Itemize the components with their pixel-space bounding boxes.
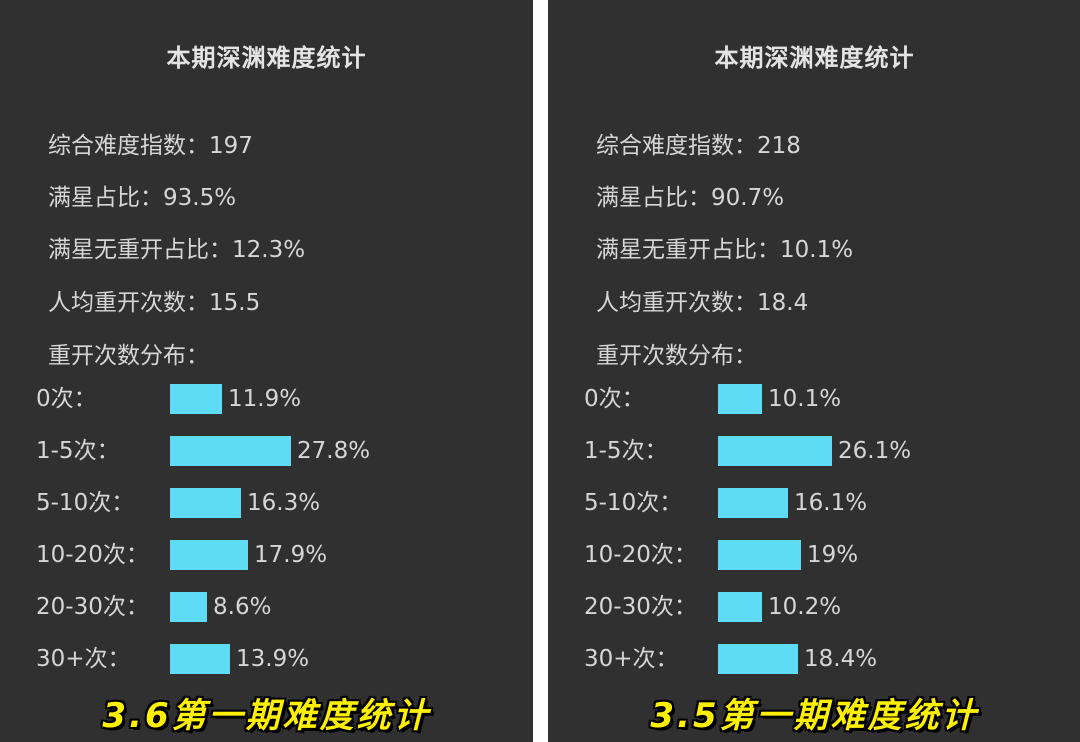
category-label: 20-30次： [36, 594, 149, 620]
distribution-bar [718, 592, 762, 622]
distribution-bar [718, 540, 801, 570]
stat-value: 10.1% [780, 237, 854, 263]
distribution-bar [170, 592, 207, 622]
stat-label: 综合难度指数： [48, 133, 209, 159]
distribution-bar [170, 436, 291, 466]
bar-value-label: 8.6% [213, 594, 272, 620]
category-label: 30+次： [584, 646, 679, 672]
stat-value: 93.5% [163, 185, 237, 211]
distribution-bar [718, 436, 832, 466]
category-label: 0次： [584, 386, 645, 412]
stat-value: 15.5 [209, 290, 261, 316]
category-label: 1-5次： [584, 438, 668, 464]
stats-panel-left: 本期深渊难度统计 综合难度指数：197 满星占比：93.5% 满星无重开占比：12.… [0, 0, 533, 742]
bar-value-label: 26.1% [838, 438, 912, 464]
stat-label: 满星占比： [48, 185, 163, 211]
category-label: 1-5次： [36, 438, 120, 464]
bar-value-label: 27.8% [297, 438, 371, 464]
stat-value: 12.3% [232, 237, 306, 263]
stat-label: 满星无重开占比： [48, 237, 232, 263]
panel-title: 本期深渊难度统计 [714, 44, 915, 72]
bar-value-label: 10.1% [768, 386, 842, 412]
category-label: 20-30次： [584, 594, 697, 620]
stat-row: 满星无重开占比：12.3% [48, 230, 305, 264]
bar-value-label: 10.2% [768, 594, 842, 620]
stat-value: 90.7% [711, 185, 785, 211]
stat-label: 人均重开次数： [596, 290, 757, 316]
stat-row: 满星占比：90.7% [596, 178, 784, 212]
stat-row: 满星无重开占比：10.1% [596, 230, 853, 264]
stat-label: 满星无重开占比： [596, 237, 780, 263]
category-label: 5-10次： [584, 490, 683, 516]
distribution-heading: 重开次数分布： [596, 343, 757, 369]
category-label: 5-10次： [36, 490, 135, 516]
stat-row: 人均重开次数：15.5 [48, 283, 260, 317]
bar-value-label: 11.9% [228, 386, 302, 412]
category-label: 30+次： [36, 646, 131, 672]
stat-row: 综合难度指数：197 [48, 126, 253, 160]
stat-value: 18.4 [757, 290, 809, 316]
bar-value-label: 13.9% [236, 646, 310, 672]
stats-panel-right: 本期深渊难度统计 综合难度指数：218 满星占比：90.7% 满星无重开占比：10.… [548, 0, 1080, 742]
category-label: 10-20次： [36, 542, 149, 568]
period-caption: 3.5第一期难度统计 [650, 696, 979, 736]
bar-value-label: 16.3% [247, 490, 321, 516]
stat-row: 综合难度指数：218 [596, 126, 801, 160]
stat-label: 满星占比： [596, 185, 711, 211]
panel-title: 本期深渊难度统计 [166, 44, 367, 72]
period-caption: 3.6第一期难度统计 [102, 696, 431, 736]
distribution-bar [170, 540, 248, 570]
bar-value-label: 18.4% [804, 646, 878, 672]
distribution-bar [718, 384, 762, 414]
distribution-heading: 重开次数分布： [48, 343, 209, 369]
stat-row: 满星占比：93.5% [48, 178, 236, 212]
category-label: 0次： [36, 386, 97, 412]
stat-value: 197 [209, 133, 253, 159]
bar-value-label: 17.9% [254, 542, 328, 568]
bar-value-label: 19% [807, 542, 859, 568]
distribution-bar [718, 644, 798, 674]
distribution-bar [170, 488, 241, 518]
stat-row: 人均重开次数：18.4 [596, 283, 808, 317]
distribution-bar [170, 384, 222, 414]
bar-value-label: 16.1% [794, 490, 868, 516]
stat-value: 218 [757, 133, 801, 159]
stat-label: 综合难度指数： [596, 133, 757, 159]
distribution-bar [718, 488, 788, 518]
category-label: 10-20次： [584, 542, 697, 568]
distribution-bar [170, 644, 230, 674]
stat-label: 人均重开次数： [48, 290, 209, 316]
